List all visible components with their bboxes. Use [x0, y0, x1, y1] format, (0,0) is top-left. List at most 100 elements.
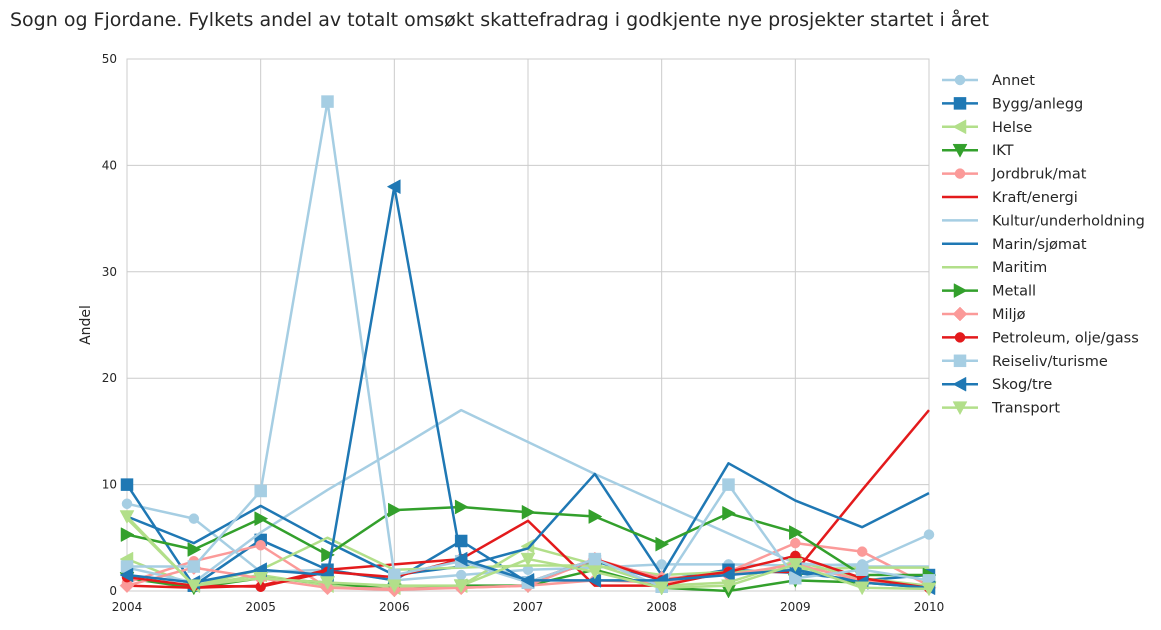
x-tick-label: 2004: [112, 600, 143, 614]
data-point: [787, 558, 803, 572]
data-point: [321, 95, 334, 108]
legend-label: Jordbruk/mat: [991, 167, 1087, 183]
x-tick-label: 2008: [646, 600, 677, 614]
data-point: [121, 498, 133, 510]
data-point: [186, 579, 202, 594]
x-tick-label: 2007: [513, 600, 544, 614]
data-point: [722, 478, 735, 491]
y-axis-label: Andel: [78, 305, 94, 345]
data-point: [119, 567, 134, 583]
data-point: [655, 536, 670, 552]
legend-item: Marin/sjømat: [942, 237, 1087, 253]
legend-marker: [953, 283, 968, 299]
data-point: [453, 551, 468, 567]
legend-item: Metall: [942, 283, 1036, 300]
legend-marker: [952, 119, 967, 135]
data-point: [187, 542, 202, 557]
legend-item: Transport: [942, 401, 1060, 417]
data-point: [386, 579, 402, 594]
legend-item: Maritim: [942, 260, 1047, 276]
data-point: [588, 552, 602, 566]
data-point: [388, 502, 402, 518]
x-tick-label: 2010: [914, 600, 945, 614]
data-point: [453, 579, 469, 594]
data-point: [654, 581, 670, 596]
data-point: [320, 576, 335, 591]
legend-item: IKT: [942, 143, 1014, 159]
data-point: [587, 565, 603, 580]
data-point: [923, 529, 935, 540]
legend-marker: [953, 354, 967, 368]
legend-label: Transport: [991, 401, 1060, 417]
legend-item: Bygg/anlegg: [942, 96, 1083, 112]
data-point: [720, 567, 735, 583]
y-tick-label: 40: [102, 158, 117, 172]
data-point: [120, 478, 134, 491]
data-point: [321, 547, 336, 563]
axes: 2004 2005 2006 2007 2008 2009 2010 0 10 20 30 40 50: [102, 52, 945, 614]
data-point: [721, 579, 736, 594]
legend-marker: [954, 168, 966, 179]
data-point: [520, 572, 535, 588]
series-14: [119, 510, 937, 597]
legend-item: Jordbruk/mat: [942, 167, 1087, 183]
data-point: [722, 505, 737, 521]
data-point: [790, 537, 801, 549]
chart-title: Sogn og Fjordane. Fylkets andel av total…: [10, 8, 989, 31]
legend-label: Helse: [992, 120, 1032, 136]
series-7: [126, 462, 930, 577]
data-point: [588, 509, 603, 524]
data-point: [521, 504, 536, 520]
y-tick-label: 50: [102, 52, 117, 66]
data-point: [454, 499, 469, 515]
data-point: [254, 511, 269, 527]
legend-label: Annet: [992, 73, 1035, 89]
legend-marker: [953, 97, 967, 110]
data-point: [119, 510, 135, 525]
y-tick-label: 0: [109, 584, 117, 598]
legend-item: Reiseliv/turisme: [942, 354, 1108, 370]
legend-label: IKT: [992, 143, 1014, 159]
data-point: [253, 571, 269, 586]
legend-marker: [952, 401, 968, 416]
data-point: [187, 560, 201, 573]
legend-label: Bygg/anlegg: [992, 96, 1083, 112]
data-point: [188, 513, 200, 524]
data-point: [855, 563, 869, 576]
data-point: [520, 552, 536, 567]
data-point: [921, 582, 937, 597]
legend-item: Annet: [942, 73, 1035, 89]
legend-label: Marin/sjømat: [992, 237, 1087, 253]
legend-marker: [954, 332, 966, 343]
legend: Annet Bygg/anlegg Helse IKT Jordbruk/mat Kraf…: [942, 73, 1145, 417]
legend-label: Reiseliv/turisme: [992, 354, 1108, 370]
data-point: [120, 527, 135, 543]
data-point: [388, 568, 401, 582]
legend-marker: [952, 306, 968, 322]
y-tick-label: 30: [102, 265, 117, 279]
data-point: [856, 546, 868, 557]
data-point: [254, 484, 267, 498]
legend-item: Helse: [942, 119, 1032, 136]
x-tick-label: 2006: [379, 600, 410, 614]
data-point: [119, 578, 135, 594]
legend-label: Metall: [992, 284, 1036, 300]
legend-marker: [954, 74, 966, 86]
legend-label: Skog/tre: [992, 377, 1052, 393]
data-point: [455, 569, 467, 581]
series-layer: [119, 95, 937, 599]
data-point: [255, 539, 266, 551]
legend-label: Miljø: [992, 307, 1026, 323]
series-line: [126, 462, 930, 577]
x-tick-label: 2009: [780, 600, 811, 614]
legend-item: Petroleum, olje/gass: [942, 330, 1139, 346]
legend-item: Skog/tre: [942, 376, 1052, 393]
data-point: [854, 581, 870, 596]
legend-item: Kultur/underholdning: [942, 213, 1145, 229]
legend-label: Petroleum, olje/gass: [992, 330, 1139, 346]
legend-item: Miljø: [942, 306, 1026, 323]
data-point: [789, 525, 803, 540]
legend-marker: [952, 376, 967, 392]
